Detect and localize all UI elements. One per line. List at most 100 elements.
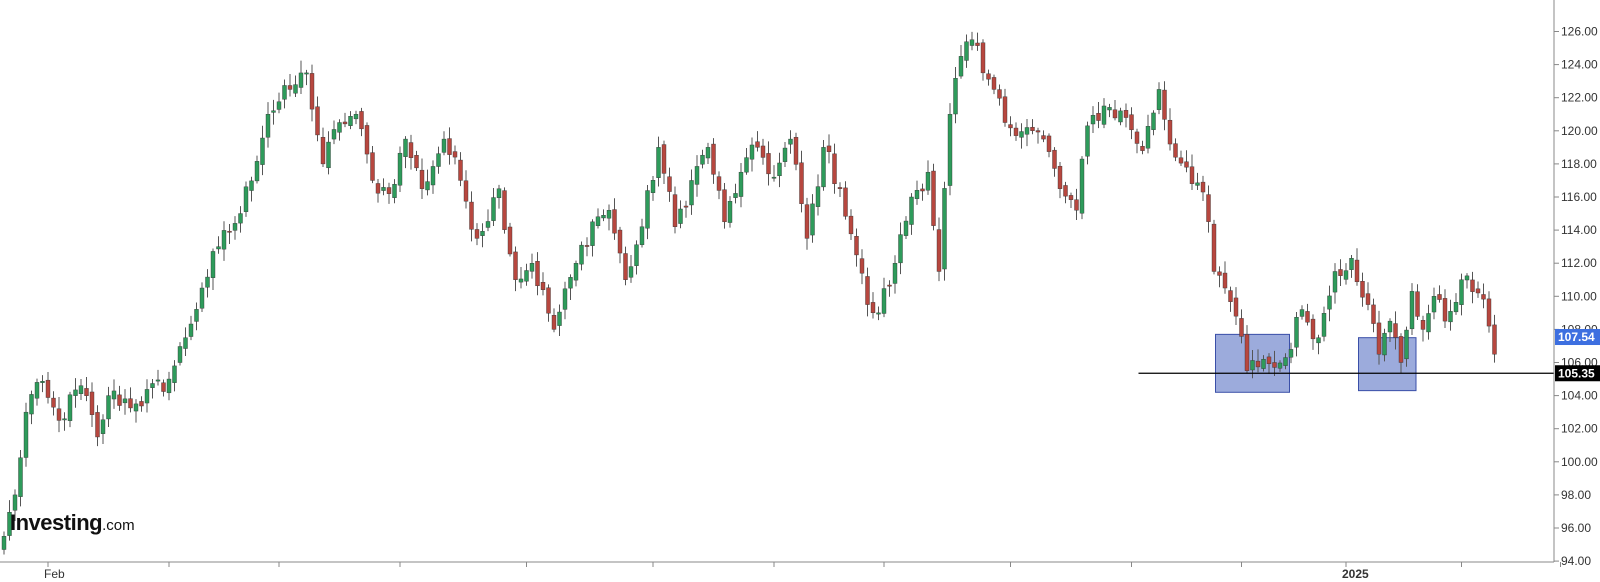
candle-body-down: [672, 194, 678, 227]
candle-body-up: [925, 171, 931, 191]
candle: [810, 194, 815, 243]
candle-body-down: [975, 42, 980, 46]
candle-body-down: [1173, 143, 1178, 158]
candle: [997, 84, 1002, 106]
candle: [1195, 172, 1200, 190]
candle-body-down: [469, 201, 474, 230]
candle: [194, 302, 199, 331]
candle-body-up: [628, 266, 634, 278]
candle: [474, 223, 480, 246]
candle: [887, 280, 892, 297]
candle-body-down: [1272, 362, 1277, 368]
candle-body-up: [12, 494, 18, 511]
candle-body-up: [29, 394, 34, 415]
candle-body-up: [1090, 115, 1096, 125]
candle: [612, 198, 617, 240]
candle-body-down: [1074, 199, 1079, 211]
candle-body-up: [40, 381, 45, 383]
candle-body-down: [507, 226, 513, 255]
candle-body-up: [1250, 360, 1255, 371]
candle: [1063, 181, 1068, 204]
candle-body-up: [271, 110, 276, 113]
candle-body-up: [210, 251, 216, 278]
candle: [1156, 82, 1162, 115]
candle: [634, 240, 639, 275]
candle-body-down: [1178, 157, 1184, 164]
candle: [1437, 285, 1442, 303]
candle: [826, 134, 832, 164]
candle: [1200, 175, 1206, 202]
candle-body-down: [584, 245, 590, 247]
candle: [205, 269, 210, 298]
candle: [518, 266, 524, 289]
y-tick-label: 98.00: [1561, 488, 1591, 502]
candle: [177, 342, 183, 366]
candle-body-down: [1002, 96, 1008, 123]
candle-body-up: [232, 223, 238, 231]
candle: [1189, 154, 1195, 191]
candle: [793, 132, 799, 171]
candle: [617, 226, 623, 264]
candle-body-down: [980, 42, 986, 74]
candle: [381, 178, 386, 196]
candle: [595, 208, 601, 229]
candle: [821, 139, 826, 191]
candle-body-down: [1233, 297, 1239, 317]
candle-body-up: [353, 114, 359, 120]
candle: [975, 32, 980, 51]
candle: [51, 391, 56, 416]
candle-body-up: [18, 457, 23, 497]
candle: [936, 217, 942, 282]
candle: [1085, 121, 1090, 165]
candle-body-up: [397, 152, 403, 186]
candle: [29, 390, 34, 425]
candle: [95, 405, 100, 447]
candle-body-down: [832, 153, 837, 185]
candle-body-down: [1371, 304, 1376, 324]
candle-body-down: [1167, 119, 1173, 145]
candle: [496, 184, 502, 209]
candle: [766, 141, 771, 186]
candle: [865, 267, 870, 317]
candle: [84, 376, 89, 402]
candle: [1140, 140, 1145, 155]
candle-body-up: [337, 122, 342, 133]
candle-body-up: [111, 390, 117, 400]
candle: [1376, 310, 1382, 365]
candle: [1338, 259, 1343, 287]
candle: [392, 179, 397, 204]
candle: [843, 181, 848, 220]
candle: [18, 450, 23, 507]
candle: [342, 112, 348, 128]
candle-body-up: [7, 512, 12, 536]
brand-name: Investing: [10, 510, 103, 535]
candle-body-up: [348, 116, 353, 126]
candle-body-down: [722, 189, 727, 223]
candle-body-down: [370, 152, 375, 181]
candle: [1233, 287, 1239, 326]
candle-body-down: [364, 125, 370, 155]
candle: [529, 253, 535, 279]
candle: [1310, 314, 1316, 350]
candle: [1261, 355, 1266, 372]
candle: [480, 223, 485, 248]
candle: [1266, 353, 1272, 374]
candle-body-down: [837, 187, 843, 189]
candle: [1129, 107, 1134, 140]
candle: [1442, 289, 1448, 329]
candle-body-up: [1464, 275, 1470, 281]
candle: [183, 327, 188, 356]
candle: [1057, 161, 1063, 199]
candle-body-up: [1382, 332, 1387, 356]
candle-body-down: [414, 155, 419, 169]
candle: [782, 142, 788, 168]
candle: [254, 155, 260, 184]
candle: [232, 216, 238, 240]
candle-body-down: [1255, 360, 1261, 368]
candle: [925, 160, 931, 195]
candle-body-up: [1409, 291, 1415, 330]
candle-body-down: [1442, 298, 1448, 322]
candle-body-up: [1, 536, 7, 550]
candle-body-down: [1096, 113, 1101, 121]
candle-body-up: [947, 114, 953, 186]
